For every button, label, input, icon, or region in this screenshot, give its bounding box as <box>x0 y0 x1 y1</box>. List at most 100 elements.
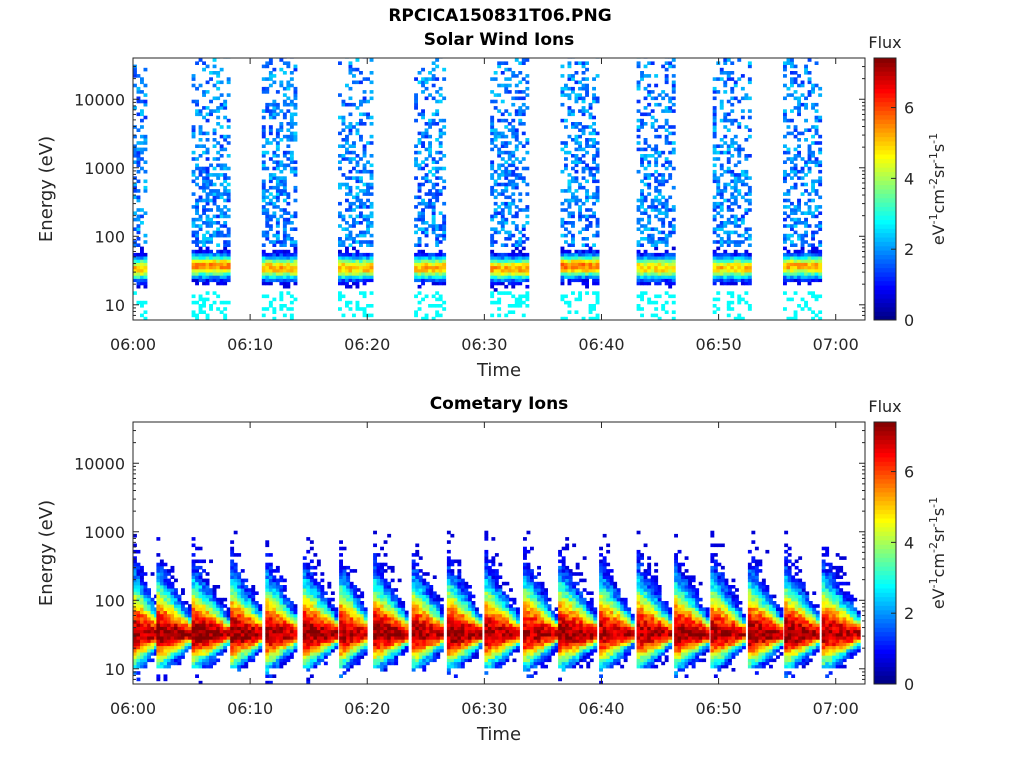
flux-cell <box>814 189 819 193</box>
flux-cell <box>219 601 224 605</box>
flux-cell <box>286 138 291 142</box>
flux-cell <box>163 575 168 579</box>
flux-cell <box>504 272 509 276</box>
flux-cell <box>668 109 673 113</box>
flux-cell <box>511 310 516 314</box>
flux-cell <box>818 195 823 200</box>
flux-cell <box>567 150 572 155</box>
flux-cell <box>216 613 221 618</box>
flux-cell <box>265 565 270 570</box>
flux-cell <box>431 185 436 190</box>
flux-cell <box>205 118 210 123</box>
flux-cell <box>518 80 523 85</box>
flux-cell <box>244 639 249 643</box>
flux-cell <box>230 546 235 551</box>
flux-cell <box>716 246 721 251</box>
flux-cell <box>807 249 812 254</box>
flux-cell <box>359 118 363 123</box>
flux-cell <box>247 607 252 611</box>
flux-cell <box>154 652 158 656</box>
flux-cell <box>661 211 666 215</box>
flux-cell <box>345 83 349 88</box>
flux-cell <box>191 639 196 643</box>
flux-cell <box>191 569 196 573</box>
flux-cell <box>814 262 819 267</box>
flux-cell <box>790 61 794 65</box>
flux-cell <box>216 205 221 209</box>
flux-cell <box>668 294 673 299</box>
flux-cell <box>804 272 808 276</box>
flux-cell <box>438 134 443 139</box>
flux-cell <box>730 154 735 158</box>
flux-cell <box>348 157 353 161</box>
flux-cell <box>362 294 367 299</box>
flux-cell <box>654 102 659 107</box>
flux-cell <box>341 268 346 273</box>
flux-cell <box>504 243 509 247</box>
flux-cell <box>223 610 228 615</box>
flux-cell <box>184 613 189 618</box>
flux-cell <box>348 243 353 247</box>
flux-cell <box>818 275 823 279</box>
flux-cell <box>275 616 280 621</box>
flux-cell <box>355 205 360 209</box>
flux-cell <box>800 176 805 180</box>
flux-cell <box>202 189 206 193</box>
flux-cell <box>240 632 245 637</box>
flux-cell <box>279 655 284 659</box>
flux-cell <box>272 99 277 104</box>
flux-cell <box>216 176 221 180</box>
flux-cell <box>574 141 579 145</box>
flux-cell <box>807 224 812 228</box>
flux-cell <box>716 189 721 193</box>
colorbar-swatch <box>874 311 896 317</box>
flux-cell <box>807 268 812 273</box>
flux-cell <box>355 80 360 85</box>
flux-cell <box>654 252 659 257</box>
flux-cell <box>195 157 199 161</box>
flux-cell <box>265 613 270 618</box>
flux-cell <box>521 157 526 161</box>
flux-cell <box>585 144 589 148</box>
flux-cell <box>362 259 367 263</box>
flux-cell <box>167 569 171 573</box>
flux-cell <box>143 636 148 640</box>
flux-cell <box>585 109 589 113</box>
flux-cell <box>191 294 196 299</box>
flux-cell <box>223 189 228 193</box>
flux-cell <box>136 658 141 663</box>
flux-cell <box>497 109 502 113</box>
flux-cell <box>140 278 144 283</box>
flux-cell <box>807 281 812 286</box>
flux-cell <box>154 616 158 621</box>
flux-cell <box>640 157 644 161</box>
flux-cell <box>219 629 224 634</box>
colorbar-swatch <box>874 79 896 85</box>
flux-cell <box>167 613 171 618</box>
flux-cell <box>244 607 249 611</box>
flux-cell <box>671 259 676 263</box>
flux-cell <box>814 268 819 273</box>
flux-cell <box>212 645 217 650</box>
flux-cell <box>226 182 231 187</box>
flux-cell <box>254 645 259 650</box>
flux-cell <box>786 297 791 302</box>
flux-cell <box>417 284 422 289</box>
flux-cell <box>147 594 151 599</box>
flux-cell <box>133 594 137 599</box>
flux-cell <box>664 211 669 215</box>
flux-cell <box>490 166 495 171</box>
flux-cell <box>564 93 568 97</box>
flux-cell <box>133 626 137 631</box>
flux-cell <box>352 256 356 260</box>
flux-cell <box>345 221 349 225</box>
flux-cell <box>671 141 676 145</box>
flux-cell <box>493 214 498 219</box>
flux-cell <box>202 61 206 65</box>
flux-cell <box>497 83 502 88</box>
flux-cell <box>643 138 648 142</box>
flux-cell <box>786 150 791 155</box>
flux-cell <box>254 620 259 624</box>
flux-cell <box>435 166 440 171</box>
flux-cell <box>198 83 203 88</box>
